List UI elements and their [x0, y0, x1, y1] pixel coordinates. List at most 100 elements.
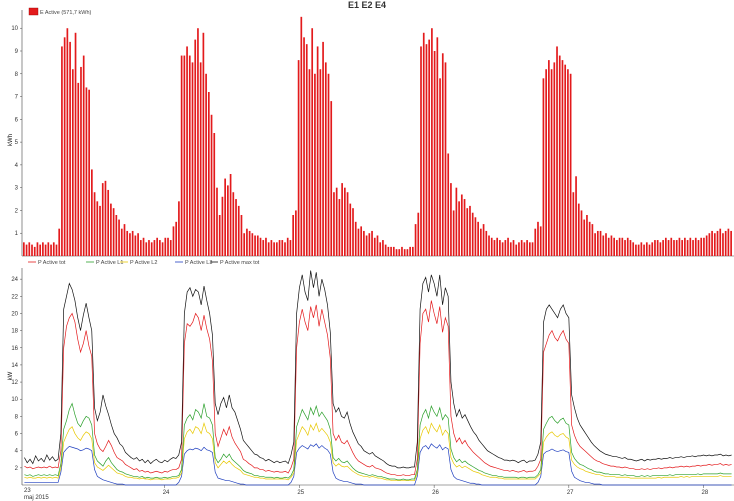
- energy-bar: [308, 69, 311, 256]
- energy-bar: [33, 246, 36, 256]
- energy-bar: [689, 237, 692, 256]
- energy-bar: [539, 226, 542, 256]
- bottom-legend[interactable]: P Active tot P Active L1 P Active L2 P Acti…: [28, 260, 260, 266]
- energy-bar: [278, 240, 281, 256]
- energy-bar: [131, 230, 134, 256]
- energy-bar: [28, 242, 31, 256]
- energy-bar: [387, 246, 390, 256]
- bottom-y-tick-label: 4: [15, 449, 19, 455]
- energy-bar: [635, 244, 637, 256]
- bottom-y-tick-label: 24: [11, 277, 18, 283]
- energy-bar: [384, 244, 387, 256]
- energy-bar: [504, 240, 507, 256]
- energy-bar: [558, 55, 561, 257]
- energy-bar: [458, 201, 460, 256]
- energy-bar: [256, 235, 259, 256]
- energy-bar: [452, 210, 455, 256]
- energy-bar: [662, 240, 664, 256]
- energy-bar: [684, 237, 686, 256]
- energy-bar: [703, 237, 705, 256]
- energy-bar: [363, 230, 365, 256]
- bottom-y-tick-label: 18: [11, 329, 18, 335]
- energy-bar: [316, 46, 319, 256]
- energy-bar: [681, 240, 683, 256]
- energy-bar: [202, 32, 205, 256]
- bottom-y-tick-label: 6: [15, 432, 19, 438]
- energy-bar: [251, 233, 254, 256]
- energy-bar: [360, 226, 363, 256]
- energy-bar: [390, 246, 392, 256]
- energy-bar: [624, 240, 626, 256]
- energy-bar: [490, 237, 493, 256]
- energy-bar: [232, 192, 235, 256]
- energy-bar: [401, 246, 403, 256]
- energy-bar: [485, 230, 488, 256]
- energy-bar: [431, 28, 433, 256]
- energy-bar: [99, 205, 101, 256]
- top-y-tick-label: 8: [15, 72, 19, 78]
- energy-bar: [675, 240, 678, 256]
- energy-bar: [354, 221, 357, 256]
- energy-bar: [110, 203, 112, 256]
- energy-bar: [572, 192, 575, 256]
- energy-bar: [297, 60, 300, 256]
- energy-bar: [352, 208, 354, 256]
- energy-bar: [528, 242, 531, 256]
- energy-bar: [534, 228, 537, 256]
- page-title: E1 E2 E4: [347, 0, 387, 10]
- energy-bar: [248, 230, 251, 256]
- energy-bar: [161, 242, 164, 256]
- energy-bar: [656, 240, 659, 256]
- energy-bar: [39, 244, 42, 256]
- energy-bar-chart: kWh 1 2 3 4 5 6 7 8 9 10 E Active (571,7 kWh): [8, 7, 734, 257]
- energy-bar: [349, 203, 352, 256]
- energy-bar: [596, 230, 599, 256]
- top-y-tick-label: 2: [15, 208, 19, 214]
- energy-bar: [36, 242, 39, 256]
- energy-bar: [235, 199, 237, 256]
- energy-bar: [716, 230, 719, 256]
- energy-bar: [471, 212, 474, 256]
- energy-bar: [531, 242, 534, 256]
- energy-bar: [213, 133, 216, 256]
- bottom-x-tick-label: 25: [297, 490, 304, 496]
- energy-bar: [346, 192, 349, 256]
- energy-bar: [69, 41, 71, 256]
- legend-label-p-active-l2: P Active L2: [130, 260, 157, 266]
- energy-bar: [207, 92, 210, 256]
- energy-bar: [694, 237, 697, 256]
- bottom-y-tick-label: 20: [11, 311, 18, 317]
- energy-bar: [567, 69, 569, 256]
- energy-bar: [273, 242, 275, 256]
- energy-bar: [477, 221, 479, 256]
- legend-label-p-active-l3: P Active L3: [185, 260, 212, 266]
- energy-bar: [142, 237, 145, 256]
- top-y-tick-label: 5: [15, 140, 19, 146]
- series-line-p-active-l2: [24, 422, 732, 482]
- energy-bar: [730, 230, 732, 256]
- energy-bar: [371, 230, 373, 256]
- top-legend[interactable]: E Active (571,7 kWh): [28, 7, 92, 16]
- energy-bar: [137, 233, 139, 256]
- energy-bar: [341, 183, 343, 256]
- energy-bar: [88, 89, 90, 256]
- energy-bar: [112, 208, 115, 256]
- energy-bars: [23, 16, 732, 257]
- energy-bar: [648, 244, 651, 256]
- energy-bar: [392, 246, 395, 256]
- energy-bar: [126, 230, 129, 256]
- energy-bar: [311, 28, 314, 256]
- energy-bar: [221, 196, 224, 256]
- energy-bar: [120, 228, 123, 256]
- energy-bar: [463, 199, 466, 256]
- energy-bar: [333, 192, 335, 256]
- energy-bar: [616, 240, 618, 256]
- energy-bar: [618, 237, 621, 256]
- energy-bar: [61, 46, 63, 256]
- energy-bar: [229, 174, 232, 256]
- energy-bar: [379, 242, 382, 256]
- energy-bar: [520, 240, 523, 256]
- energy-bar: [605, 233, 607, 256]
